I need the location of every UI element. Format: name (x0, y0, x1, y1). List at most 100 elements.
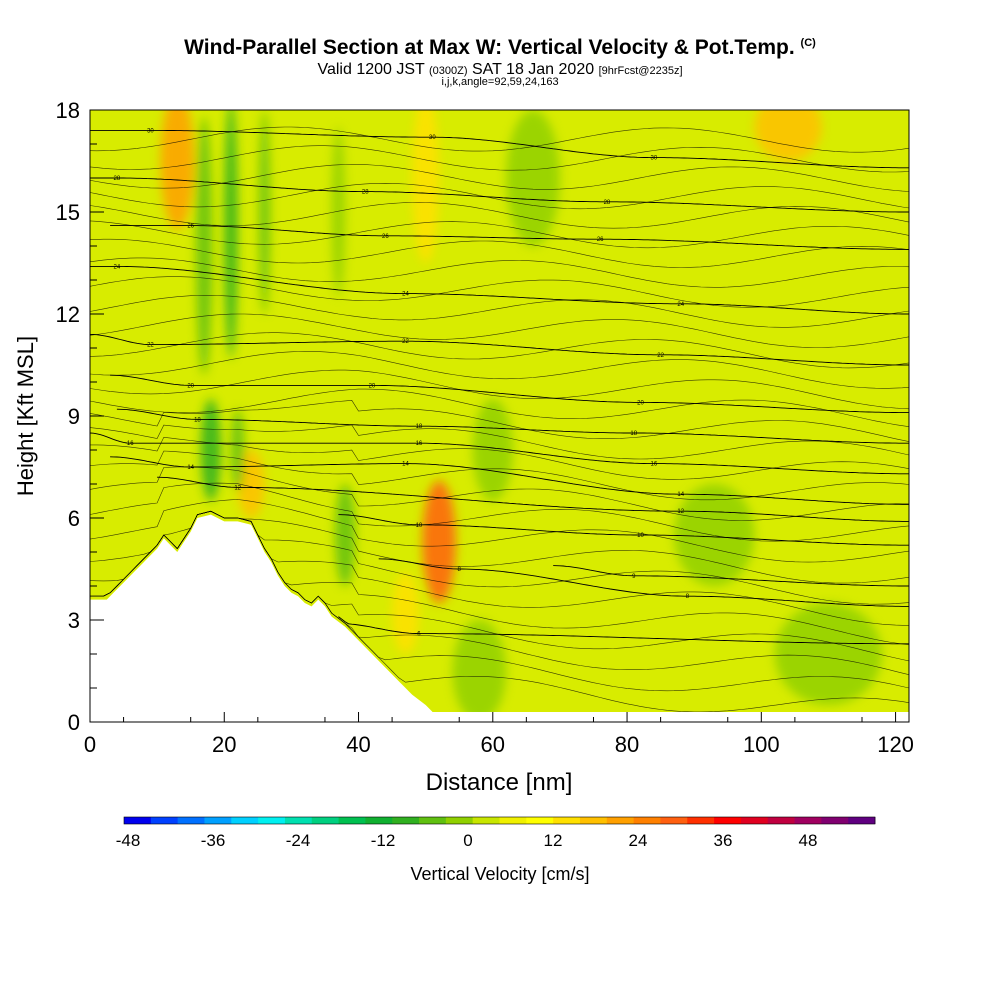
x-tick-label: 80 (615, 732, 639, 757)
theta-contour-line (90, 313, 909, 348)
contour-label: 20 (637, 400, 644, 406)
x-tick-label: 60 (481, 732, 505, 757)
colorbar-swatch (258, 817, 286, 824)
valid-prefix: Valid 1200 JST (317, 61, 425, 78)
colorbar-swatch (231, 817, 259, 824)
theta-contour-line (90, 436, 909, 480)
colorbar-swatch (365, 817, 393, 824)
colorbar-swatch (848, 817, 876, 824)
theta-contour-14 (110, 456, 909, 505)
x-tick-label: 100 (743, 732, 780, 757)
downdraft-cell-7 (224, 110, 238, 359)
y-tick-label: 12 (56, 302, 80, 327)
colorbar-swatch (338, 817, 366, 824)
theta-contours (90, 126, 909, 712)
colorbar-swatch (767, 817, 795, 824)
colorbar-swatch (633, 817, 661, 824)
contour-label: 22 (147, 343, 154, 349)
colorbar-tick-label: 24 (629, 831, 648, 850)
contour-label: 28 (114, 176, 121, 182)
contour-label: 18 (194, 417, 201, 423)
contour-label: 22 (402, 339, 409, 345)
downdraft-cell-9 (200, 399, 221, 501)
theta-contour-line (90, 510, 909, 584)
theta-contour-line (90, 388, 909, 427)
contour-label: 18 (416, 424, 423, 430)
colorbar-swatch (472, 817, 500, 824)
colorbar-label: Vertical Velocity [cm/s] (410, 864, 589, 884)
x-axis: 0 20 40 60 80 100 120 (84, 712, 914, 757)
plot-area: 6 8 8 9 10 10 12 12 14 14 14 16 16 16 18 18 18 20 20 20 22 22… (90, 110, 909, 712)
y-tick-label: 3 (68, 608, 80, 633)
theta-contour-24 (90, 265, 909, 315)
theta-contour-line (90, 450, 909, 501)
title-text: Wind-Parallel Section at Max W: Vertical… (184, 36, 795, 59)
colorbar-swatch (714, 817, 742, 824)
downdraft-cell-13 (506, 110, 560, 246)
y-axis: 0 3 6 9 12 15 18 (56, 98, 104, 735)
theta-contour-line (90, 164, 909, 192)
contour-label: 16 (416, 441, 423, 447)
theta-contour-line (90, 499, 909, 563)
theta-contour-line (90, 369, 909, 410)
theta-contour-line (90, 424, 909, 460)
colorbar-swatch (392, 817, 420, 824)
colorbar-swatch (499, 817, 527, 824)
updraft-cell-2 (412, 110, 440, 263)
theta-contour-line (90, 276, 909, 308)
x-axis-label: Distance [nm] (426, 769, 573, 796)
downdraft-cell-11 (335, 484, 356, 586)
contour-label: 30 (651, 156, 658, 162)
colorbar-swatch (553, 817, 581, 824)
contour-label: 24 (402, 292, 409, 298)
colorbar-swatch (177, 817, 205, 824)
theta-contour-line (90, 202, 909, 229)
theta-contour-26 (110, 225, 909, 250)
theta-contour-line (90, 295, 909, 328)
theta-contour-18 (116, 408, 909, 444)
contour-label: 20 (369, 383, 376, 389)
valid-date: SAT 18 Jan 2020 (471, 61, 595, 78)
theta-contour-line (90, 238, 909, 268)
x-tick-label: 120 (877, 732, 914, 757)
colorbar-tick-label: -36 (201, 831, 226, 850)
y-tick-label: 6 (68, 506, 80, 531)
theta-contour-8 (378, 558, 909, 607)
colorbar: -48 -36 -24 -12 0 12 24 36 48 (116, 816, 876, 850)
contour-label: 9 (632, 574, 636, 580)
contour-label: 26 (187, 224, 194, 230)
colorbar-swatch (740, 817, 769, 824)
forecast-info: [9hrFcst@2235z] (598, 65, 683, 77)
contour-label: 16 (127, 441, 134, 447)
chart-title: Wind-Parallel Section at Max W: Vertical… (0, 36, 1000, 60)
updraft-cell-4 (237, 450, 265, 518)
theta-contour-line (90, 182, 909, 210)
theta-contour-20 (110, 374, 909, 414)
colorbar-tick-label: -48 (116, 831, 141, 850)
y-tick-label: 0 (68, 710, 80, 735)
theta-contour-line (90, 466, 909, 521)
contour-label: 16 (651, 462, 658, 468)
colorbar-swatch (660, 817, 688, 824)
updraft-cell-0 (160, 110, 195, 229)
x-tick-label: 40 (346, 732, 370, 757)
contour-label: 24 (114, 264, 121, 270)
colorbar-tick-label: -12 (371, 831, 396, 850)
theta-contour-12 (157, 476, 909, 522)
contour-label: 26 (382, 234, 389, 240)
y-tick-label: 9 (68, 404, 80, 429)
downdraft-cell-17 (452, 620, 507, 712)
y-tick-label: 18 (56, 98, 80, 123)
colorbar-swatch (606, 817, 635, 824)
contour-label: 28 (362, 190, 369, 196)
colorbar-swatch (821, 817, 849, 824)
downdraft-cell-12 (331, 127, 346, 297)
contour-label: 22 (657, 353, 664, 359)
colorbar-tick-label: 36 (714, 831, 733, 850)
colorbar-frame (123, 816, 876, 825)
contour-label: 24 (677, 302, 684, 308)
title-unit: (C) (800, 37, 816, 49)
contour-label: 30 (147, 128, 154, 134)
contour-label: 10 (416, 523, 423, 529)
